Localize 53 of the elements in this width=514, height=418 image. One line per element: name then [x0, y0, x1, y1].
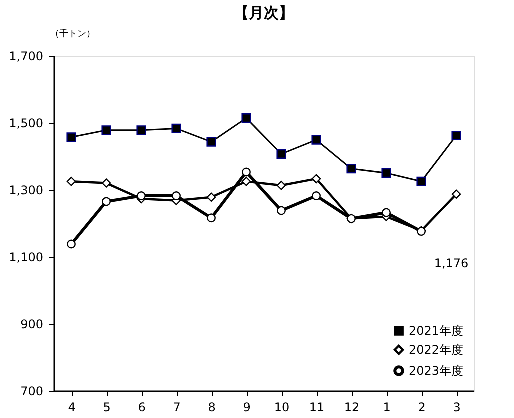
y-tick-label: 1,500: [9, 116, 44, 130]
x-tick-label: 9: [243, 400, 251, 414]
x-tick-label: 12: [344, 400, 360, 414]
point: [382, 208, 391, 218]
point: [172, 124, 182, 134]
x-tick-label: 5: [103, 400, 111, 414]
y-axis-title: （千トン）: [50, 28, 96, 40]
annotation: 1,176: [434, 256, 469, 271]
x-tick-label: 10: [274, 400, 290, 414]
x-tick-label: 6: [138, 400, 146, 414]
legend-label: 2023年度: [409, 364, 464, 378]
point: [136, 126, 146, 136]
chart-title: 【月次】: [234, 4, 294, 22]
point: [172, 192, 181, 200]
point: [102, 197, 111, 206]
x-tick-label: 8: [208, 400, 216, 414]
x-tick-label: 7: [173, 400, 181, 414]
point: [102, 178, 112, 188]
point: [66, 176, 76, 186]
legend-label: 2021年度: [409, 324, 464, 338]
x-tick-label: 3: [453, 400, 461, 414]
x-tick-label: 11: [309, 400, 325, 414]
point: [416, 176, 426, 186]
point: [277, 206, 286, 216]
point: [102, 126, 112, 136]
y-tick-label: 700: [20, 384, 44, 398]
point: [242, 114, 252, 124]
point: [276, 149, 286, 159]
point: [207, 214, 216, 223]
y-tick-label: 1,300: [9, 184, 44, 198]
point: [452, 190, 462, 199]
y-tick-label: 1,100: [9, 250, 44, 264]
point: [452, 130, 462, 141]
point: [242, 176, 252, 186]
x-tick-label: 4: [68, 400, 76, 414]
point: [206, 137, 216, 147]
point: [312, 174, 322, 184]
point: [66, 132, 76, 142]
point: [346, 164, 356, 174]
point: [242, 168, 251, 177]
point: [382, 168, 392, 178]
y-tick-label: 900: [20, 318, 44, 332]
y-tick-label: 1,700: [9, 50, 44, 64]
point: [206, 192, 216, 202]
legend-label: 2022年度: [409, 343, 464, 357]
point: [276, 181, 286, 190]
point: [312, 135, 322, 145]
x-tick-label: 1: [383, 400, 391, 414]
point: [417, 227, 426, 236]
point: [312, 192, 321, 200]
x-tick-label: 2: [418, 400, 426, 414]
point: [67, 240, 76, 249]
point: [137, 192, 146, 200]
